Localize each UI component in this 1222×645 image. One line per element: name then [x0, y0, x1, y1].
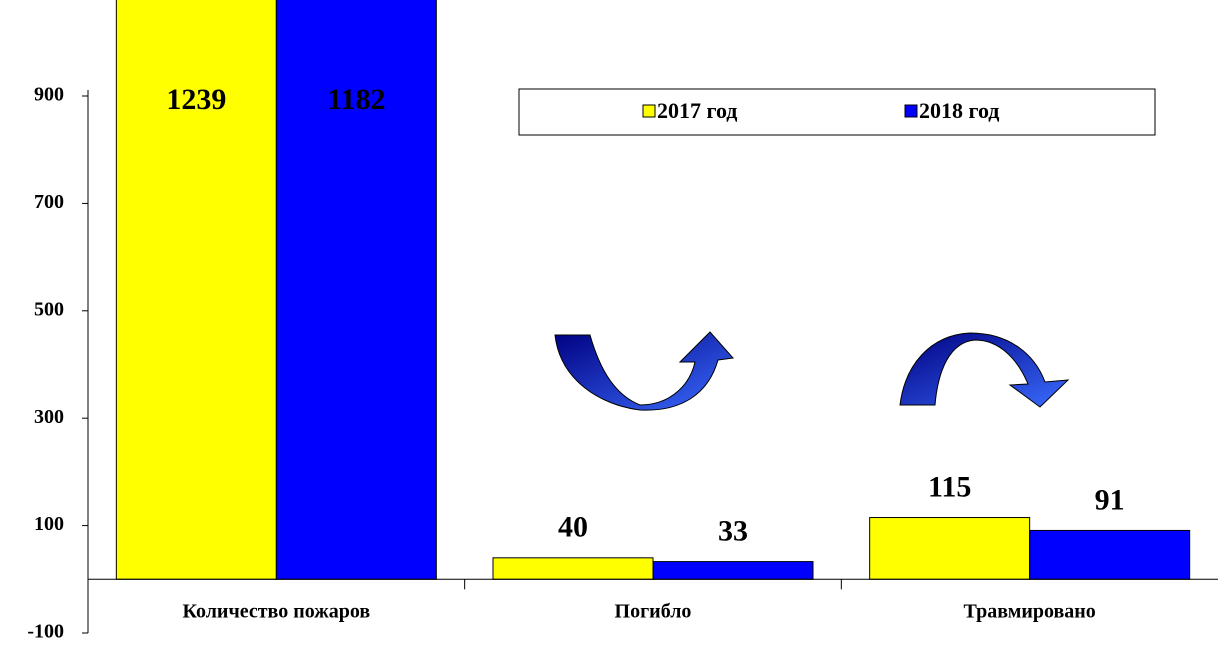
bar: [652, 561, 814, 580]
y-tick-label: 100: [34, 513, 64, 535]
bar: [492, 557, 654, 580]
bar: [1029, 529, 1191, 580]
value-label: 115: [928, 470, 971, 503]
plot: [115, 0, 1191, 580]
value-label: 33: [718, 514, 748, 547]
bar: [869, 517, 1031, 580]
bar: [115, 0, 277, 580]
x-tick-label: Количество пожаров: [182, 601, 370, 623]
legend-label: 2017 год: [657, 98, 737, 123]
legend-label: 2018 год: [919, 98, 999, 123]
legend-swatch: [642, 104, 656, 118]
value-label: 1182: [327, 83, 385, 116]
y-tick-label: -100: [27, 621, 64, 643]
value-label: 91: [1095, 483, 1125, 516]
bar: [275, 0, 437, 580]
y-tick-label: 500: [34, 298, 64, 320]
legend-swatch: [904, 104, 918, 118]
y-tick-label: 900: [34, 84, 64, 106]
legend-box: [518, 88, 1156, 136]
value-label: 1239: [166, 83, 226, 116]
x-tick-label: Погибло: [615, 601, 692, 623]
x-tick-label: Травмировано: [964, 601, 1096, 623]
value-label: 40: [558, 511, 588, 544]
y-tick-label: 700: [34, 191, 64, 213]
y-tick-label: 300: [34, 406, 64, 428]
